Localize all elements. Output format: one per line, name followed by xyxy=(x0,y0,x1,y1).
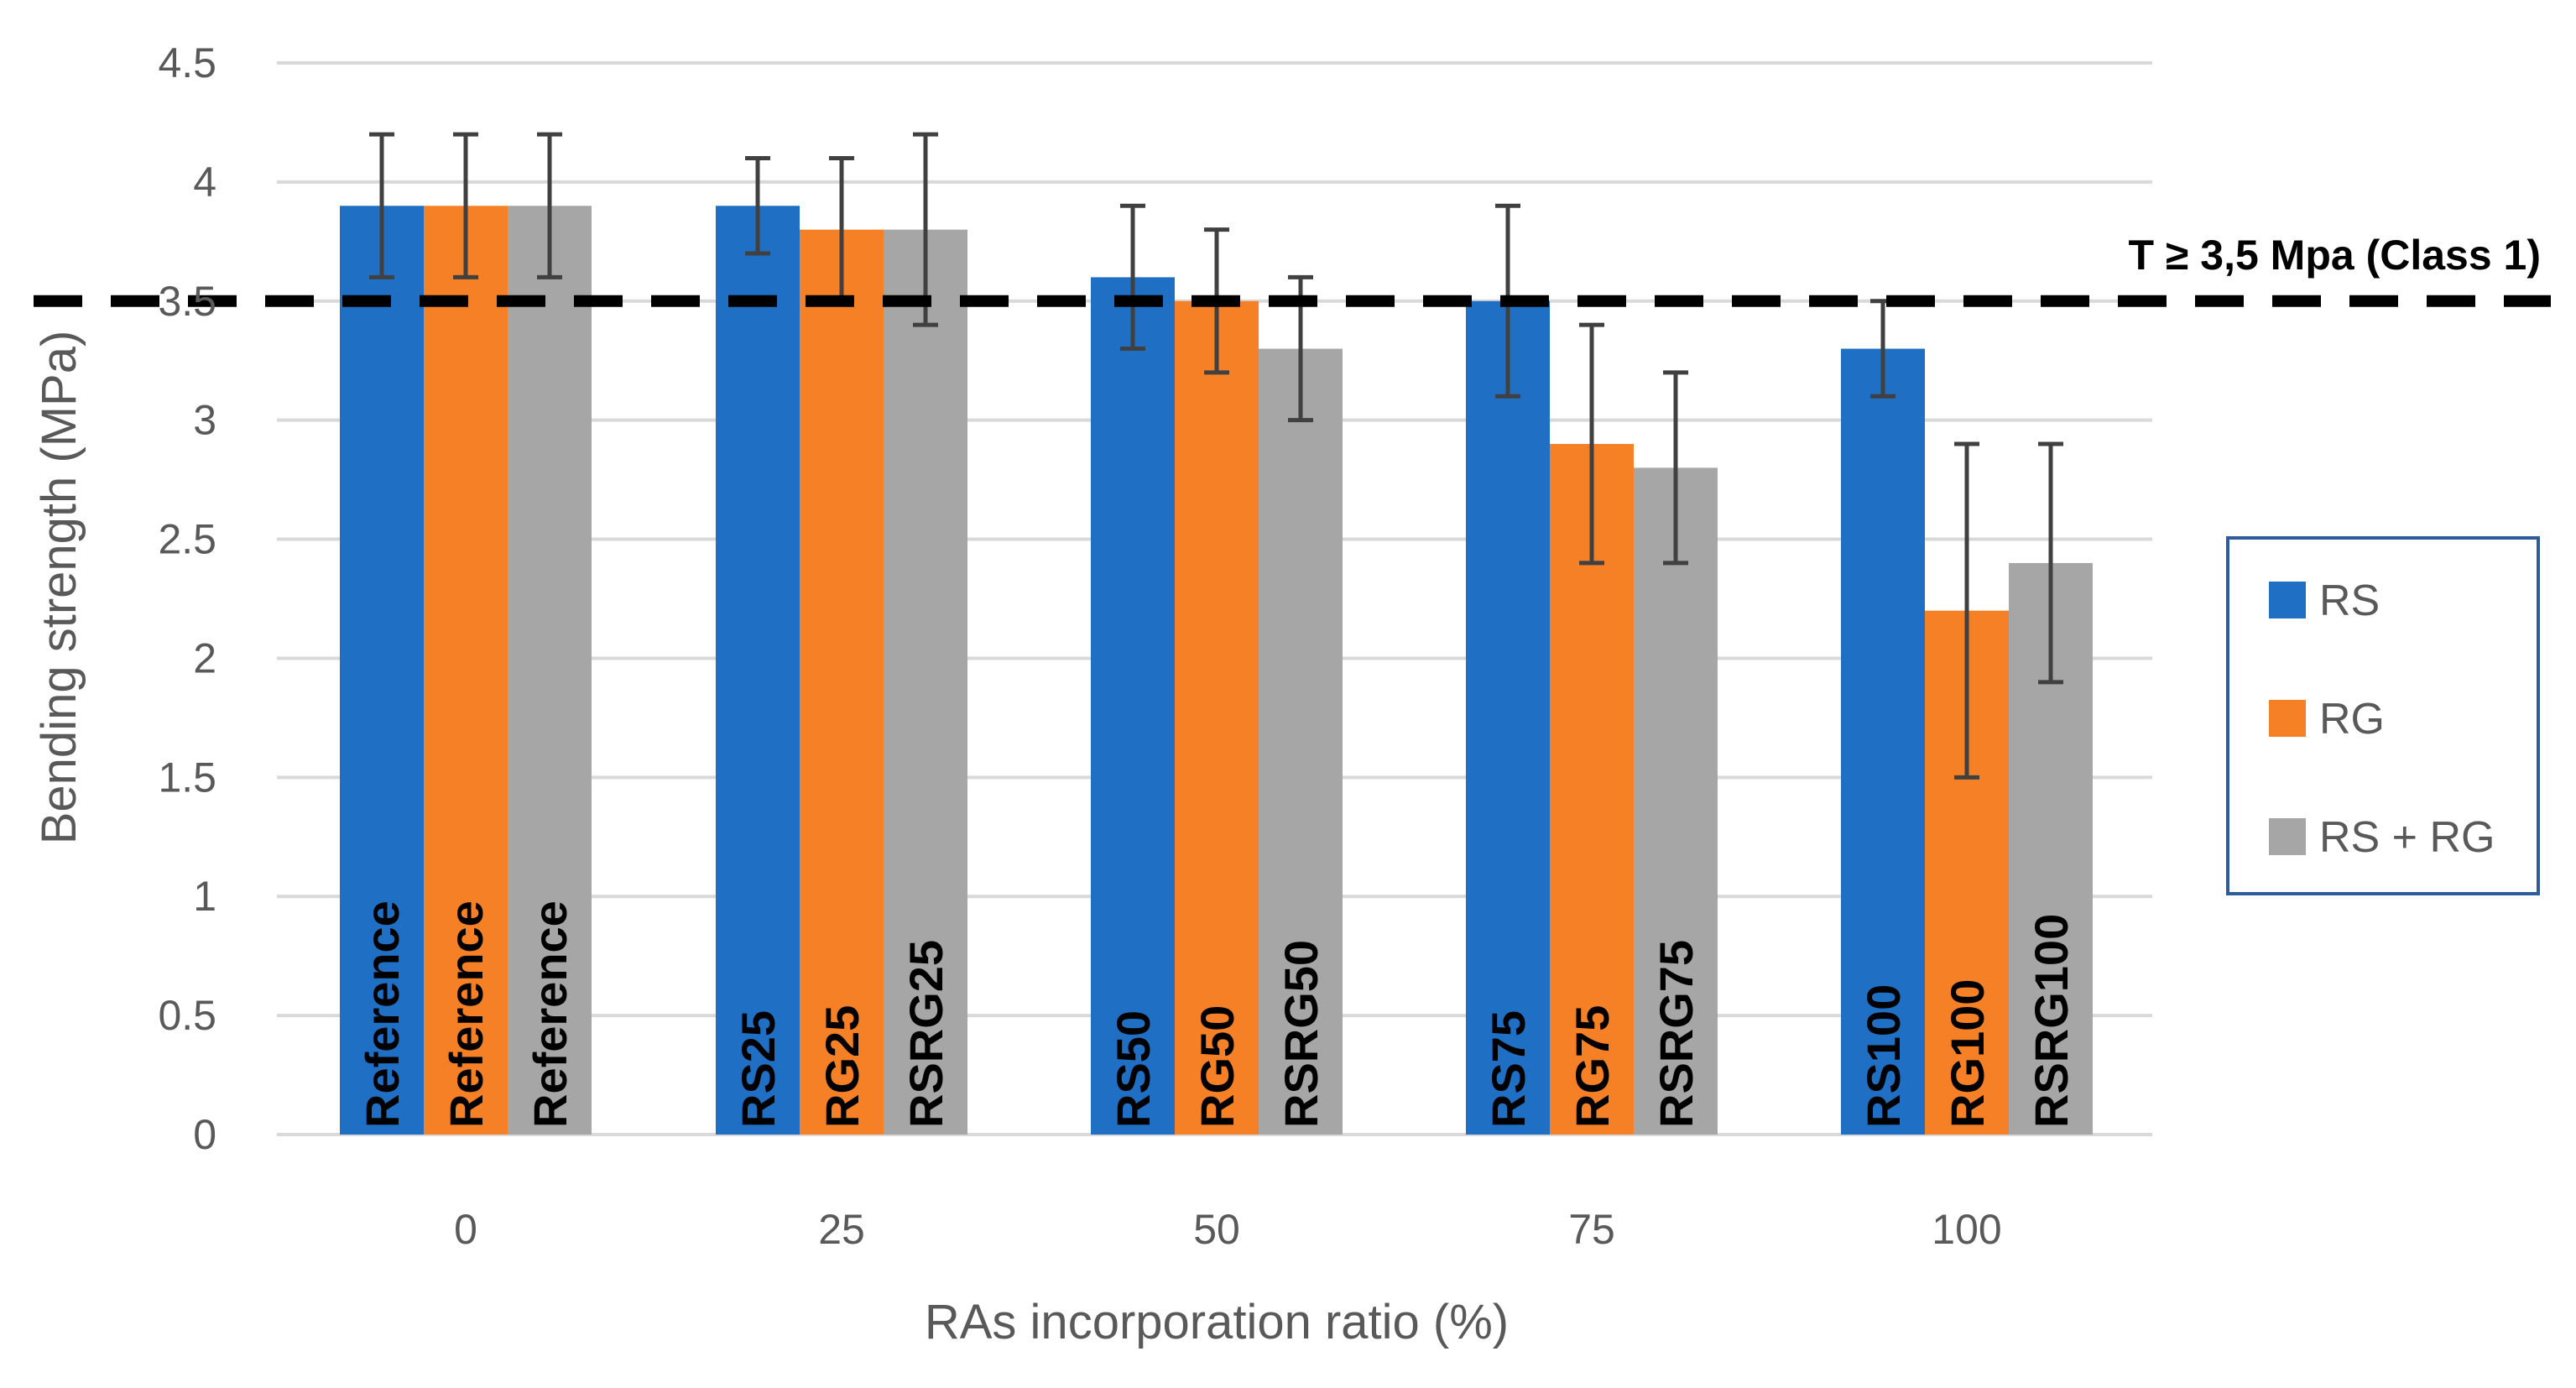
bar-rs-rg-50 xyxy=(1259,348,1343,1135)
threshold: T ≥ 3,5 Mpa (Class 1) xyxy=(34,232,2551,307)
y-tick-label: 2.5 xyxy=(158,516,216,563)
y-tick-label: 1 xyxy=(193,873,216,920)
bar-rs-100 xyxy=(1841,348,1925,1135)
bar-label: RS50 xyxy=(1107,1010,1160,1128)
bar-rs-25 xyxy=(716,206,800,1135)
legend-swatch xyxy=(2269,582,2306,618)
y-axis-ticks: 0 0.5 1 1.5 2 2.5 3 3.5 4 4.5 xyxy=(158,39,216,1158)
bar-rg-25 xyxy=(800,229,884,1135)
bar-rs-0 xyxy=(340,206,424,1135)
bar-label: Reference xyxy=(524,900,576,1128)
bar-label: Reference xyxy=(440,900,493,1128)
x-axis-ticks: 0 25 50 75 100 xyxy=(454,1206,2002,1253)
y-tick-label: 4 xyxy=(193,159,216,206)
y-tick-label: 3.5 xyxy=(158,278,216,325)
bar-rg-0 xyxy=(424,206,508,1135)
bar-label: RG100 xyxy=(1941,979,1994,1128)
bars xyxy=(340,206,2093,1135)
bar-label: RG75 xyxy=(1566,1005,1619,1128)
y-axis-title: Bending strength (MPa) xyxy=(32,331,86,845)
x-axis-title: RAs incorporation ratio (%) xyxy=(925,1295,1509,1349)
bar-label: RG25 xyxy=(816,1005,868,1128)
x-tick-label: 100 xyxy=(1932,1206,2001,1253)
bar-rs-rg-0 xyxy=(508,206,592,1135)
legend-label: RS + RG xyxy=(2319,813,2495,862)
x-tick-label: 0 xyxy=(454,1206,477,1253)
bar-label: RSRG100 xyxy=(2025,914,2078,1128)
bar-label: RG50 xyxy=(1191,1005,1244,1128)
error-bars xyxy=(369,132,2063,780)
bar-label: RSRG50 xyxy=(1275,940,1327,1128)
bar-label: RS100 xyxy=(1857,984,1910,1128)
bar-label: RSRG25 xyxy=(900,940,952,1128)
legend: RS RG RS + RG xyxy=(2226,536,2540,895)
legend-swatch xyxy=(2269,700,2306,737)
bar-label: RSRG75 xyxy=(1650,940,1703,1128)
x-tick-label: 25 xyxy=(818,1206,865,1253)
legend-swatch xyxy=(2269,818,2306,855)
y-tick-label: 0 xyxy=(193,1111,216,1158)
bar-rs-rg-75 xyxy=(1634,467,1718,1135)
y-tick-label: 3 xyxy=(193,397,216,444)
y-tick-label: 4.5 xyxy=(158,39,216,86)
y-tick-label: 2 xyxy=(193,634,216,681)
y-tick-label: 1.5 xyxy=(158,754,216,801)
bar-label: RS75 xyxy=(1482,1010,1535,1128)
bar-rs-50 xyxy=(1091,277,1175,1135)
legend-label: RS xyxy=(2319,577,2380,625)
x-tick-label: 50 xyxy=(1193,1206,1240,1253)
bar-rs-rg-25 xyxy=(884,229,967,1135)
bar-rs-75 xyxy=(1466,300,1550,1135)
y-tick-label: 0.5 xyxy=(158,992,216,1039)
bar-labels: Reference Reference Reference RS25 RG25 RSRG2… xyxy=(356,900,2078,1128)
threshold-label: T ≥ 3,5 Mpa (Class 1) xyxy=(2129,232,2541,279)
bar-label: RS25 xyxy=(732,1010,785,1128)
bar-rg-50 xyxy=(1175,300,1259,1135)
x-tick-label: 75 xyxy=(1568,1206,1615,1253)
legend-label: RG xyxy=(2319,695,2385,744)
bar-label: Reference xyxy=(356,900,409,1128)
